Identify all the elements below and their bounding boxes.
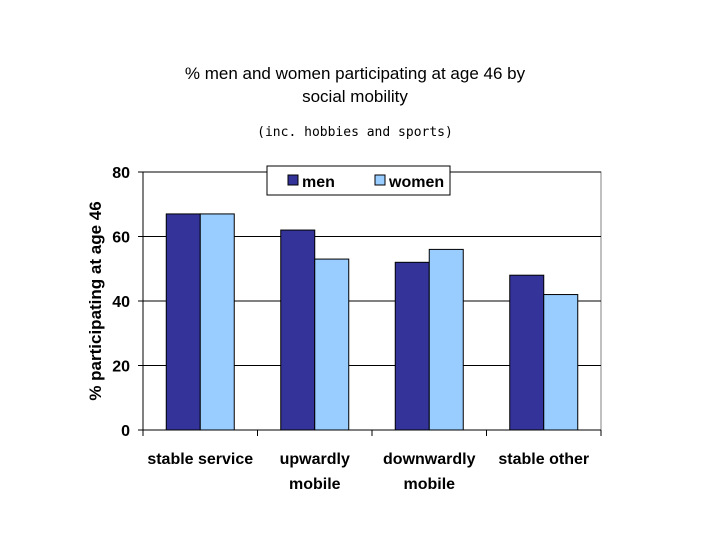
bar-men xyxy=(509,274,545,431)
y-tick-label: 0 xyxy=(121,423,130,440)
category-label: upwardly xyxy=(280,451,350,468)
y-tick-label: 80 xyxy=(112,165,130,182)
y-tick-label: 20 xyxy=(112,359,130,376)
chart-subtitle: (inc. hobbies and sports) xyxy=(257,125,453,140)
legend-label-women: women xyxy=(388,174,444,191)
bar-men xyxy=(165,213,201,431)
category-labels: stable service upwardly mobile downwardly mo… xyxy=(147,451,589,493)
legend-label-men: men xyxy=(302,174,335,191)
bar-women xyxy=(428,248,464,431)
axes xyxy=(142,172,602,436)
bar-men xyxy=(280,229,316,431)
category-label: mobile xyxy=(403,476,455,493)
y-tick-label: 60 xyxy=(112,230,130,247)
legend-swatch-women xyxy=(374,174,386,186)
bar-women xyxy=(199,213,235,431)
bar-men xyxy=(394,261,430,431)
category-label: downwardly xyxy=(383,451,476,468)
legend: men women xyxy=(266,165,451,196)
chart-title-line-1: % men and women participating at age 46 … xyxy=(185,64,526,83)
y-axis-label: % participating at age 46 xyxy=(86,201,105,400)
legend-swatch-men xyxy=(287,174,299,186)
y-tick-label: 40 xyxy=(112,294,130,311)
y-tick-labels: 0 20 40 60 80 xyxy=(112,165,130,440)
bar-women xyxy=(314,258,350,431)
category-label: mobile xyxy=(289,476,341,493)
chart-title-line-2: social mobility xyxy=(302,87,408,106)
bars xyxy=(165,213,579,431)
bar-women xyxy=(543,294,579,431)
category-label: stable service xyxy=(147,451,253,468)
category-label: stable other xyxy=(498,451,589,468)
